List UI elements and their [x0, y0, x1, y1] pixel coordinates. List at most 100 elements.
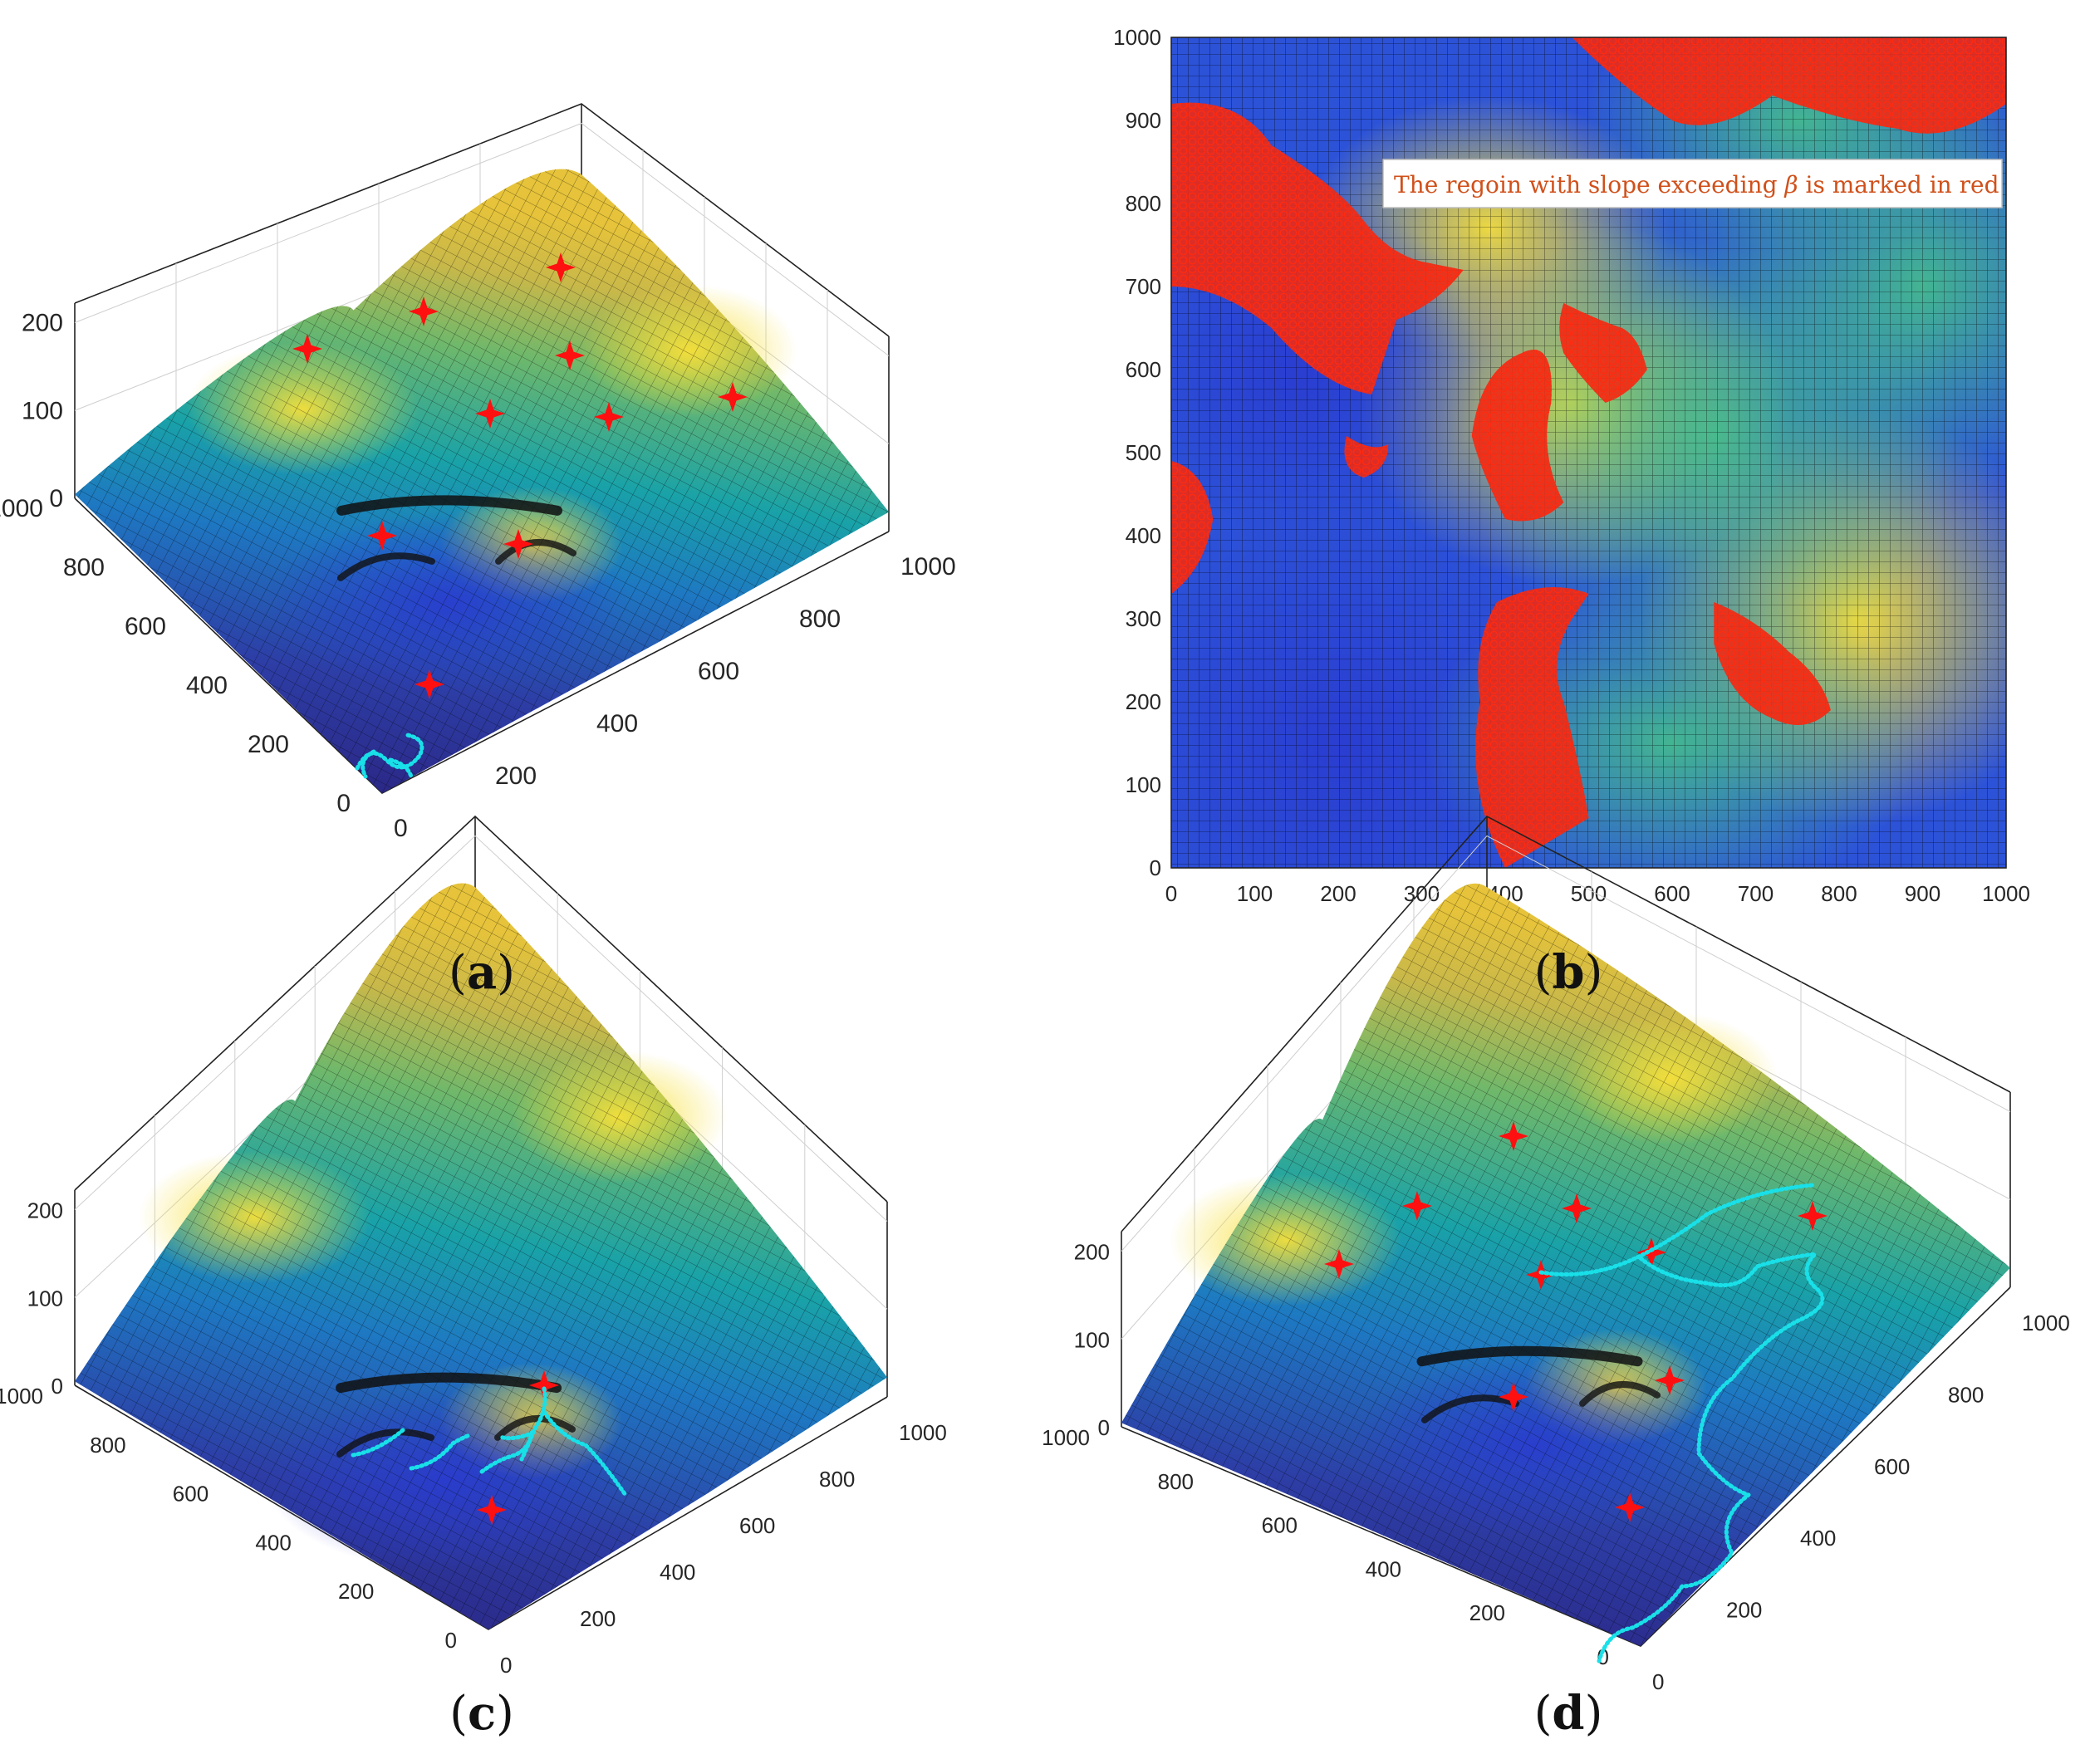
target-marker	[367, 521, 397, 551]
x-tick-label: 300	[1404, 881, 1440, 906]
target-marker	[1655, 1365, 1685, 1395]
panel-label-a: (a)	[449, 945, 515, 1000]
y-tick-label: 0	[1150, 855, 1161, 880]
y-tick-label: 500	[1126, 440, 1161, 465]
annotation-background	[1382, 159, 2003, 208]
target-marker	[594, 402, 624, 432]
y-tick-label: 200	[248, 731, 289, 758]
x-tick-label: 200	[580, 1606, 616, 1631]
y-tick-label: 800	[90, 1433, 125, 1458]
x-tick-label: 1000	[899, 1420, 947, 1445]
surface	[75, 883, 887, 1629]
z-tick-label: 200	[22, 310, 63, 337]
x-tick-label: 1000	[1982, 881, 2030, 906]
y-tick-label: 200	[338, 1579, 374, 1604]
x-tick-label: 0	[500, 1653, 512, 1678]
x-tick-label: 700	[1738, 881, 1774, 906]
target-marker	[503, 529, 533, 559]
x-tick-label: 400	[1800, 1526, 1836, 1551]
z-tick-label: 200	[1074, 1240, 1110, 1265]
x-tick-label: 400	[596, 710, 638, 737]
target-marker	[529, 1370, 559, 1400]
ridge-shadow	[336, 1372, 562, 1394]
target-marker	[1499, 1121, 1528, 1151]
x-tick-label: 600	[739, 1513, 775, 1538]
paths	[351, 1386, 628, 1497]
y-tick-label: 600	[173, 1482, 209, 1507]
agent-path	[498, 1386, 628, 1497]
y-tick-label: 200	[1126, 689, 1161, 714]
x-tick-label: 1000	[900, 553, 956, 581]
annotation-pre: The regoin with slope exceeding	[1394, 171, 1784, 198]
target-marker	[718, 382, 748, 412]
z-tick-label: 0	[52, 1374, 63, 1399]
y-tick-label: 600	[1126, 357, 1161, 382]
z-tick-label: 0	[1098, 1415, 1110, 1440]
ridge-shadow	[337, 552, 435, 581]
ridge-shadow	[1579, 1381, 1661, 1407]
markers	[292, 252, 748, 699]
panel-b-slope-heatmap: 0 100 200 300 400 500 600 700 800 900 1000 0 100 200 3…	[1113, 25, 2030, 906]
y-tick-label: 600	[125, 613, 166, 640]
high-slope-markers	[1572, 37, 2006, 134]
y-tick-label: 600	[1262, 1513, 1298, 1538]
agent-path	[351, 1428, 405, 1458]
x-tick-label: 0	[394, 815, 408, 842]
x-tick-label: 600	[1874, 1454, 1910, 1479]
high-slope-regions	[1171, 37, 2006, 868]
y-tick-label: 1000	[0, 495, 43, 522]
target-marker	[1562, 1193, 1592, 1223]
ridge-shadow	[494, 1415, 576, 1441]
surface-mesh	[1121, 883, 2010, 1646]
agent-path	[355, 733, 424, 779]
target-marker	[409, 296, 439, 326]
panel-d-surface-plot: 0200400600800100002004006008001000010020…	[1042, 815, 2070, 1694]
x-tick-label: 1000	[2022, 1311, 2070, 1335]
y-tick-label: 1000	[1042, 1425, 1090, 1450]
ridge-shadow	[336, 495, 562, 516]
x-tick-label: 200	[1726, 1598, 1762, 1623]
y-tick-label: 700	[1126, 274, 1161, 299]
x-tick-label: 500	[1571, 881, 1607, 906]
surface-mesh	[75, 883, 887, 1629]
y-tick-label: 1000	[1113, 25, 1161, 50]
grid-line	[74, 122, 890, 356]
tick-labels: 0200400600800100002004006008001000010020…	[0, 1198, 947, 1678]
high-slope-markers	[1475, 587, 1589, 868]
z-tick-label: 100	[22, 397, 63, 424]
grid-line	[1121, 835, 2011, 1252]
high-slope-markers	[1714, 602, 1831, 725]
target-marker	[1615, 1492, 1645, 1522]
grid-line	[74, 835, 888, 1222]
y-tick-label: 800	[1126, 191, 1161, 216]
y-tick-label: 1000	[0, 1384, 43, 1409]
paths	[1538, 1183, 1825, 1664]
heatmap-field	[1171, 37, 2006, 868]
x-tick-label: 200	[495, 762, 537, 790]
z-tick-label: 0	[49, 485, 63, 512]
y-tick-label: 400	[186, 672, 228, 699]
annotation-box: The regoin with slope exceeding β is mar…	[1382, 159, 2003, 208]
annotation-text: The regoin with slope exceeding β is mar…	[1394, 171, 1999, 198]
tick-labels: 0200400600800100002004006008001000010020…	[0, 310, 956, 843]
target-marker	[1798, 1201, 1828, 1231]
high-slope-markers	[1471, 350, 1564, 522]
x-tick-label: 600	[1654, 881, 1690, 906]
high-slope-markers	[1171, 102, 1464, 395]
tick-labels: 0 100 200 300 400 500 600 700 800 900 1000 0 100 200 3…	[1113, 25, 2030, 906]
y-tick-label: 200	[1469, 1600, 1505, 1625]
target-marker	[475, 399, 505, 429]
target-marker	[546, 252, 576, 282]
target-marker	[292, 334, 322, 364]
y-tick-label: 0	[1597, 1644, 1609, 1669]
agent-path	[1538, 1183, 1825, 1664]
y-tick-label: 400	[1126, 523, 1161, 548]
panel-label-d: (d)	[1534, 1686, 1603, 1741]
y-tick-label: 0	[336, 790, 351, 817]
x-tick-label: 600	[698, 658, 739, 685]
plot-frame	[1170, 37, 2007, 869]
high-slope-markers	[1344, 436, 1389, 478]
x-tick-label: 800	[799, 605, 841, 633]
markers	[477, 1370, 559, 1525]
y-tick-label: 100	[1126, 772, 1161, 797]
